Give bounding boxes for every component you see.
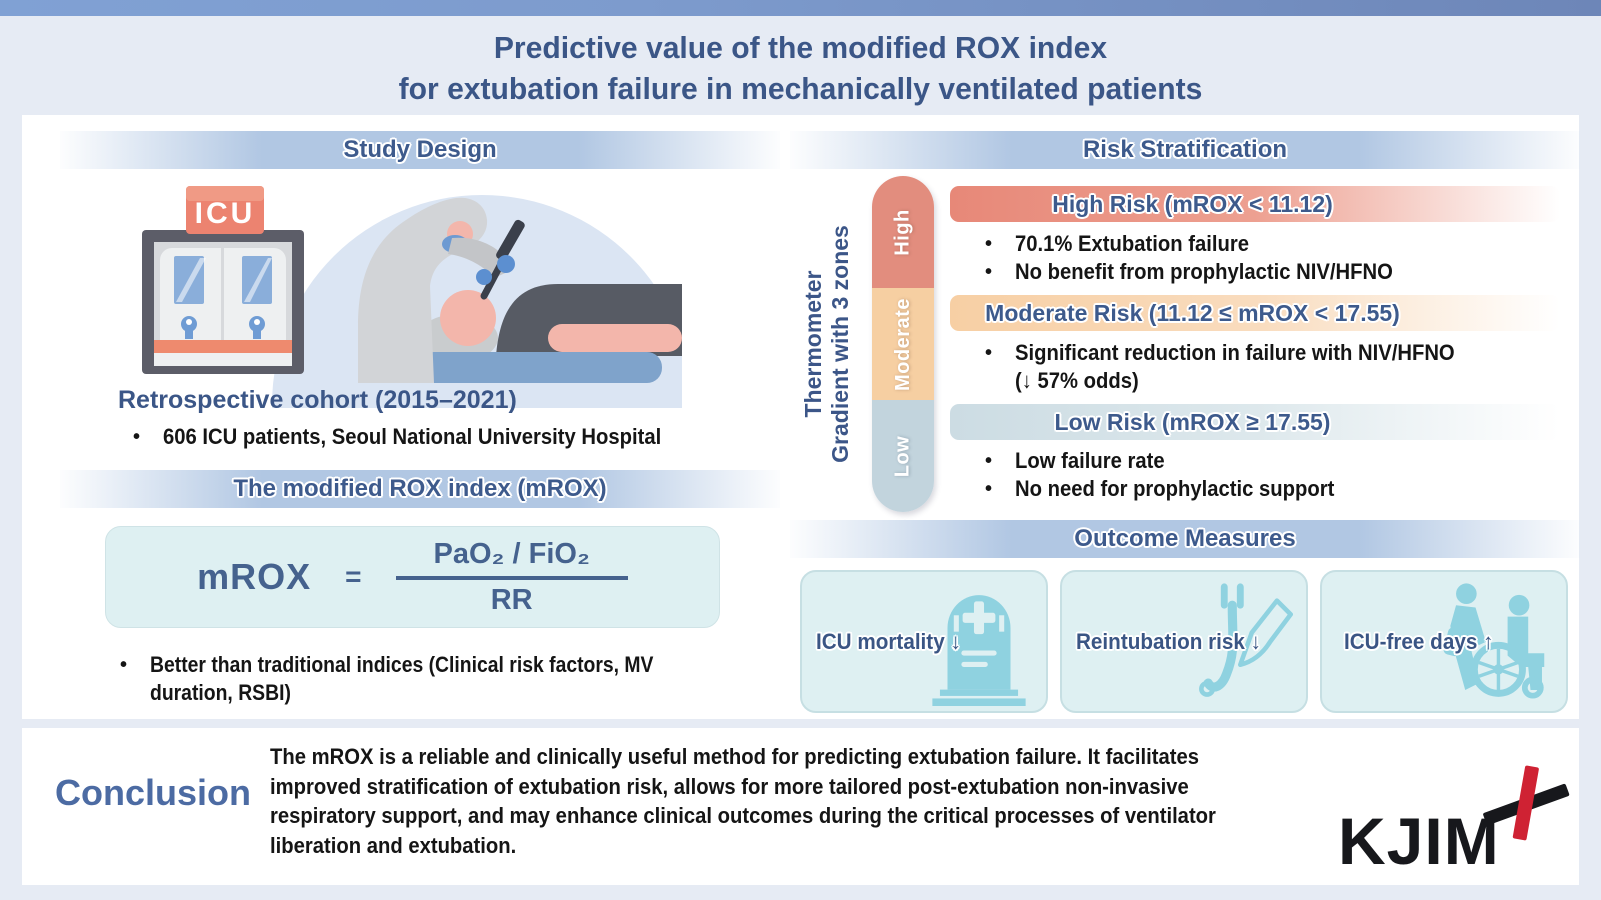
low-risk-bullet: • Low failure rate	[985, 447, 1545, 475]
high-risk-title: High Risk (mROX < 11.12)	[950, 186, 1560, 222]
high-risk-bullet-text: No benefit from prophylactic NIV/HFNO	[1015, 259, 1393, 284]
glove	[476, 269, 492, 285]
bullet-marker: •	[985, 233, 993, 255]
low-risk-bullet-text: Low failure rate	[1015, 448, 1165, 473]
doctor-figure	[358, 197, 525, 383]
low-risk-title: Low Risk (mROX ≥ 17.55)	[950, 404, 1560, 440]
high-risk-bullet: • No benefit from prophylactic NIV/HFNO	[985, 258, 1545, 286]
bed	[419, 352, 662, 383]
card-label: ICU mortality ↓	[816, 628, 961, 654]
zone-low-label: Low	[891, 435, 914, 477]
icu-door-icon	[142, 230, 304, 374]
mrox-formula: mROX = PaO₂ / FiO₂ RR	[105, 526, 720, 628]
zone-moderate-label: Moderate	[891, 297, 914, 391]
cohort-heading: Retrospective cohort (2015–2021)	[118, 386, 517, 414]
title-line-2: for extubation failure in mechanically v…	[398, 71, 1203, 106]
bullet-marker: •	[985, 261, 993, 283]
bullet-marker: •	[985, 450, 993, 472]
moderate-risk-bullet-text: Significant reduction in failure with NI…	[1015, 340, 1455, 393]
study-bullet: • 606 ICU patients, Seoul National Unive…	[133, 423, 733, 451]
low-risk-bullet-text: No need for prophylactic support	[1015, 476, 1335, 501]
thermometer-zone-low: Low	[872, 400, 934, 512]
outcome-measures-header: Outcome Measures	[790, 520, 1580, 558]
moderate-risk-bullet: • Significant reduction in failure with …	[985, 339, 1510, 395]
patient-figure	[418, 284, 682, 383]
intubation-tube-icon	[1178, 580, 1298, 711]
moderate-risk-title: Moderate Risk (11.12 ≤ mROX < 17.55)	[950, 295, 1560, 331]
glove	[497, 255, 515, 273]
zone-high-label: High	[891, 208, 914, 256]
conclusion-text: The mROX is a reliable and clinically us…	[270, 744, 1216, 858]
icu-sign-text: ICU	[195, 197, 256, 230]
kjim-logo: KJIM	[1338, 765, 1570, 878]
low-risk-bullet: • No need for prophylactic support	[985, 475, 1545, 503]
bullet-marker: •	[985, 342, 993, 364]
formula-fraction: PaO₂ / FiO₂ RR	[395, 538, 628, 617]
conclusion-panel	[22, 728, 1579, 885]
high-risk-bullet: • 70.1% Extubation failure	[985, 230, 1545, 258]
outcome-card-icu-mortality: ICU mortality ↓	[800, 570, 1048, 713]
thermometer-gradient: High Moderate Low	[872, 176, 934, 512]
card-label: ICU-free days ↑	[1344, 628, 1494, 654]
page-title: Predictive value of the modified ROX ind…	[24, 27, 1577, 109]
study-design-header: Study Design	[60, 131, 780, 169]
mrox-header: The modified ROX index (mROX)	[60, 470, 780, 508]
icu-sign: ICU	[186, 186, 264, 234]
thermometer-caption-line2: Gradient with 3 zones	[827, 225, 853, 463]
conclusion-heading: Conclusion	[55, 772, 251, 813]
thermometer-zone-moderate: Moderate	[872, 288, 934, 400]
thermometer-caption: Thermometer Gradient with 3 zones	[800, 214, 856, 474]
outcome-card-icu-free-days: ICU-free days ↑	[1320, 570, 1568, 713]
outcome-card-reintubation: Reintubation risk ↓	[1060, 570, 1308, 713]
risk-stratification-header: Risk Stratification	[790, 131, 1580, 169]
thermometer-caption-line1: Thermometer	[800, 270, 826, 418]
title-line-1: Predictive value of the modified ROX ind…	[493, 30, 1108, 65]
bullet-marker: •	[985, 478, 993, 500]
icu-intubation-illustration: ICU	[142, 186, 682, 408]
study-bullet-text: 606 ICU patients, Seoul National Univers…	[163, 424, 662, 449]
formula-mrox-label: mROX	[197, 556, 312, 597]
mrox-bullet: • Better than traditional indices (Clini…	[120, 651, 800, 707]
tombstone-icon	[920, 580, 1038, 711]
high-risk-bullet-text: 70.1% Extubation failure	[1015, 231, 1249, 256]
card-label: Reintubation risk ↓	[1076, 628, 1261, 654]
bullet-marker: •	[120, 654, 128, 676]
mrox-bullet-text: Better than traditional indices (Clinica…	[150, 652, 654, 705]
kjim-logo-text: KJIM	[1338, 804, 1500, 878]
formula-equals: =	[345, 561, 362, 592]
bullet-marker: •	[133, 426, 141, 448]
thermometer-zone-high: High	[872, 176, 934, 288]
formula-denominator: RR	[490, 583, 533, 616]
top-accent-bar	[0, 0, 1601, 16]
wheelchair-icon	[1432, 580, 1558, 711]
formula-numerator: PaO₂ / FiO₂	[395, 538, 628, 580]
